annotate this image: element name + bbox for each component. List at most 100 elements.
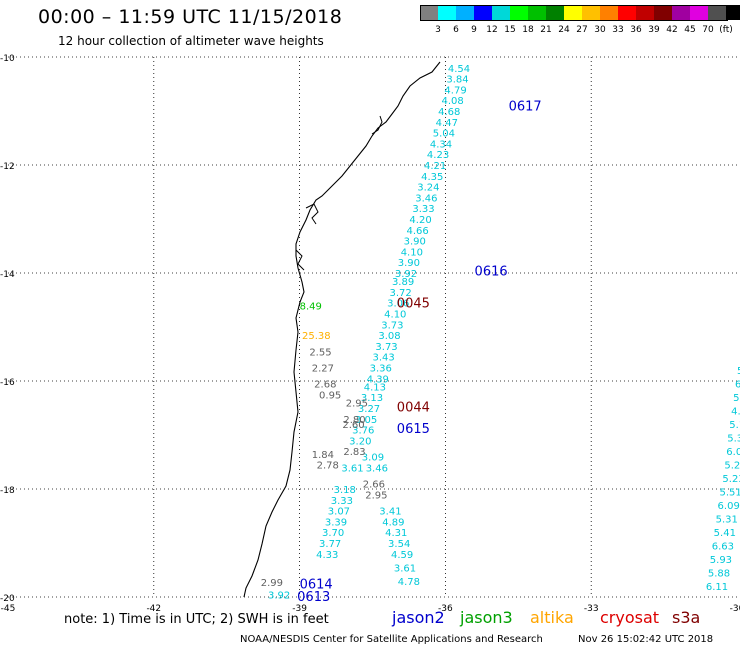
data-point-label: 4.21 <box>424 161 446 172</box>
data-point-label: 2.27 <box>312 364 334 375</box>
data-point-label: 4.34 <box>430 139 452 150</box>
color-scale-label: 33 <box>612 25 624 35</box>
data-point-label: 4.79 <box>444 85 466 96</box>
y-tick-label: -10 <box>0 54 15 64</box>
data-point-label: 4.68 <box>438 107 460 118</box>
data-point-label: 3.90 <box>404 237 426 248</box>
color-scale-label: 36 <box>630 25 642 35</box>
color-scale-label: 6 <box>453 25 459 35</box>
data-point-label: 6.3 <box>735 380 740 391</box>
data-point-label: 3.05 <box>355 415 377 426</box>
y-tick-label: -16 <box>0 378 15 388</box>
data-point-label: 8.49 <box>300 301 322 312</box>
data-point-label: 5.41 <box>714 528 736 539</box>
data-point-label: 5.2 <box>733 393 740 404</box>
data-point-label: 4.08 <box>442 96 464 107</box>
color-scale-label: 45 <box>684 25 696 35</box>
data-point-label: 4.31 <box>385 528 407 539</box>
data-point-label: 4.89 <box>382 517 404 528</box>
color-scale-frame <box>420 5 728 21</box>
color-scale-swatch <box>726 5 740 20</box>
data-point-label: 3.27 <box>358 404 380 415</box>
legend-entry: jason2 <box>392 608 445 627</box>
data-point-label: 5.51 <box>720 488 740 499</box>
data-point-label: 2.95 <box>346 399 368 410</box>
y-tick-label: -14 <box>0 270 15 280</box>
data-point-label: 4.54 <box>448 64 470 75</box>
data-point-label: 4.35 <box>421 172 443 183</box>
x-tick-label: -36 <box>438 604 453 614</box>
coastline-inlet <box>295 249 305 271</box>
data-point-label: 4.23 <box>427 150 449 161</box>
data-point-label: 2.80 <box>343 415 365 426</box>
data-point-label: 3.54 <box>388 539 410 550</box>
pass-id-label: 0616 <box>475 264 508 279</box>
data-point-label: 5.1 <box>729 420 740 431</box>
data-point-label: 2.95 <box>365 490 387 501</box>
color-scale-label: 3 <box>435 25 441 35</box>
color-scale-label: 24 <box>558 25 570 35</box>
footnote: note: 1) Time is in UTC; 2) SWH is in fe… <box>64 612 329 627</box>
data-point-label: 2.78 <box>317 461 339 472</box>
data-point-label: 3.33 <box>412 204 434 215</box>
chart-title: 00:00 – 11:59 UTC 11/15/2018 <box>38 6 343 28</box>
color-scale-label: 21 <box>540 25 552 35</box>
data-point-label: 4.10 <box>384 310 406 321</box>
data-point-label: 5.20 <box>724 461 740 472</box>
data-point-label: 4.20 <box>409 215 431 226</box>
data-point-label: 5.88 <box>708 569 730 580</box>
pass-id-label: 0614 <box>300 578 333 593</box>
data-point-label: 25.38 <box>302 331 331 342</box>
x-tick-label: -42 <box>146 604 161 614</box>
data-point-label: 2.55 <box>309 347 331 358</box>
data-point-label: 4.13 <box>364 382 386 393</box>
color-scale-label: 70 <box>702 25 714 35</box>
y-tick-label: -20 <box>0 594 15 604</box>
pass-id-label: 0045 <box>397 297 430 312</box>
data-point-label: 3.92 <box>268 590 290 601</box>
color-scale-label: 15 <box>504 25 516 35</box>
data-point-label: 3.70 <box>322 528 344 539</box>
y-tick-label: -18 <box>0 486 15 496</box>
data-point-label: 4.78 <box>398 577 420 588</box>
data-point-label: 4.33 <box>316 550 338 561</box>
data-point-label: 3.36 <box>370 364 392 375</box>
data-point-label: 3.13 <box>361 393 383 404</box>
pass-id-label: 0613 <box>297 590 330 605</box>
coastline-inlet <box>305 203 319 225</box>
data-point-label: 3.08 <box>378 331 400 342</box>
data-point-label: 5.31 <box>716 515 738 526</box>
data-point-label: 3.73 <box>381 320 403 331</box>
data-point-label: 3.77 <box>319 539 341 550</box>
data-point-label: 3.73 <box>375 342 397 353</box>
data-point-label: 3.76 <box>352 426 374 437</box>
credit-text: NOAA/NESDIS Center for Satellite Applica… <box>240 634 543 645</box>
data-point-label: 2.60 <box>342 420 364 431</box>
data-point-label: 6.03 <box>726 447 740 458</box>
coastline-inlet <box>371 115 383 135</box>
legend-entry: jason3 <box>460 608 513 627</box>
color-scale-label: 39 <box>648 25 660 35</box>
data-point-label: 5.93 <box>710 555 732 566</box>
color-scale-label: (ft) <box>719 25 733 35</box>
color-scale-label: 12 <box>486 25 498 35</box>
data-point-label: 4.39 <box>367 374 389 385</box>
data-point-label: 3.46 <box>366 463 388 474</box>
color-scale-label: 30 <box>594 25 606 35</box>
x-tick-label: -45 <box>1 604 16 614</box>
data-point-label: 3.84 <box>446 75 468 86</box>
data-point-label: 6.11 <box>706 582 728 593</box>
x-tick-label: -33 <box>584 604 599 614</box>
color-scale-label: 42 <box>666 25 678 35</box>
color-scale-label: 18 <box>522 25 534 35</box>
data-point-label: 3.41 <box>379 507 401 518</box>
data-point-label: 3.72 <box>390 288 412 299</box>
pass-id-label: 0615 <box>397 422 430 437</box>
data-point-label: 4.59 <box>391 550 413 561</box>
data-point-label: 3.39 <box>325 517 347 528</box>
data-point-label: 5.39 <box>727 434 740 445</box>
data-point-label: 5.7 <box>737 366 740 377</box>
generated-timestamp: Nov 26 15:02:42 UTC 2018 <box>578 634 714 645</box>
data-point-label: 3.09 <box>362 453 384 464</box>
